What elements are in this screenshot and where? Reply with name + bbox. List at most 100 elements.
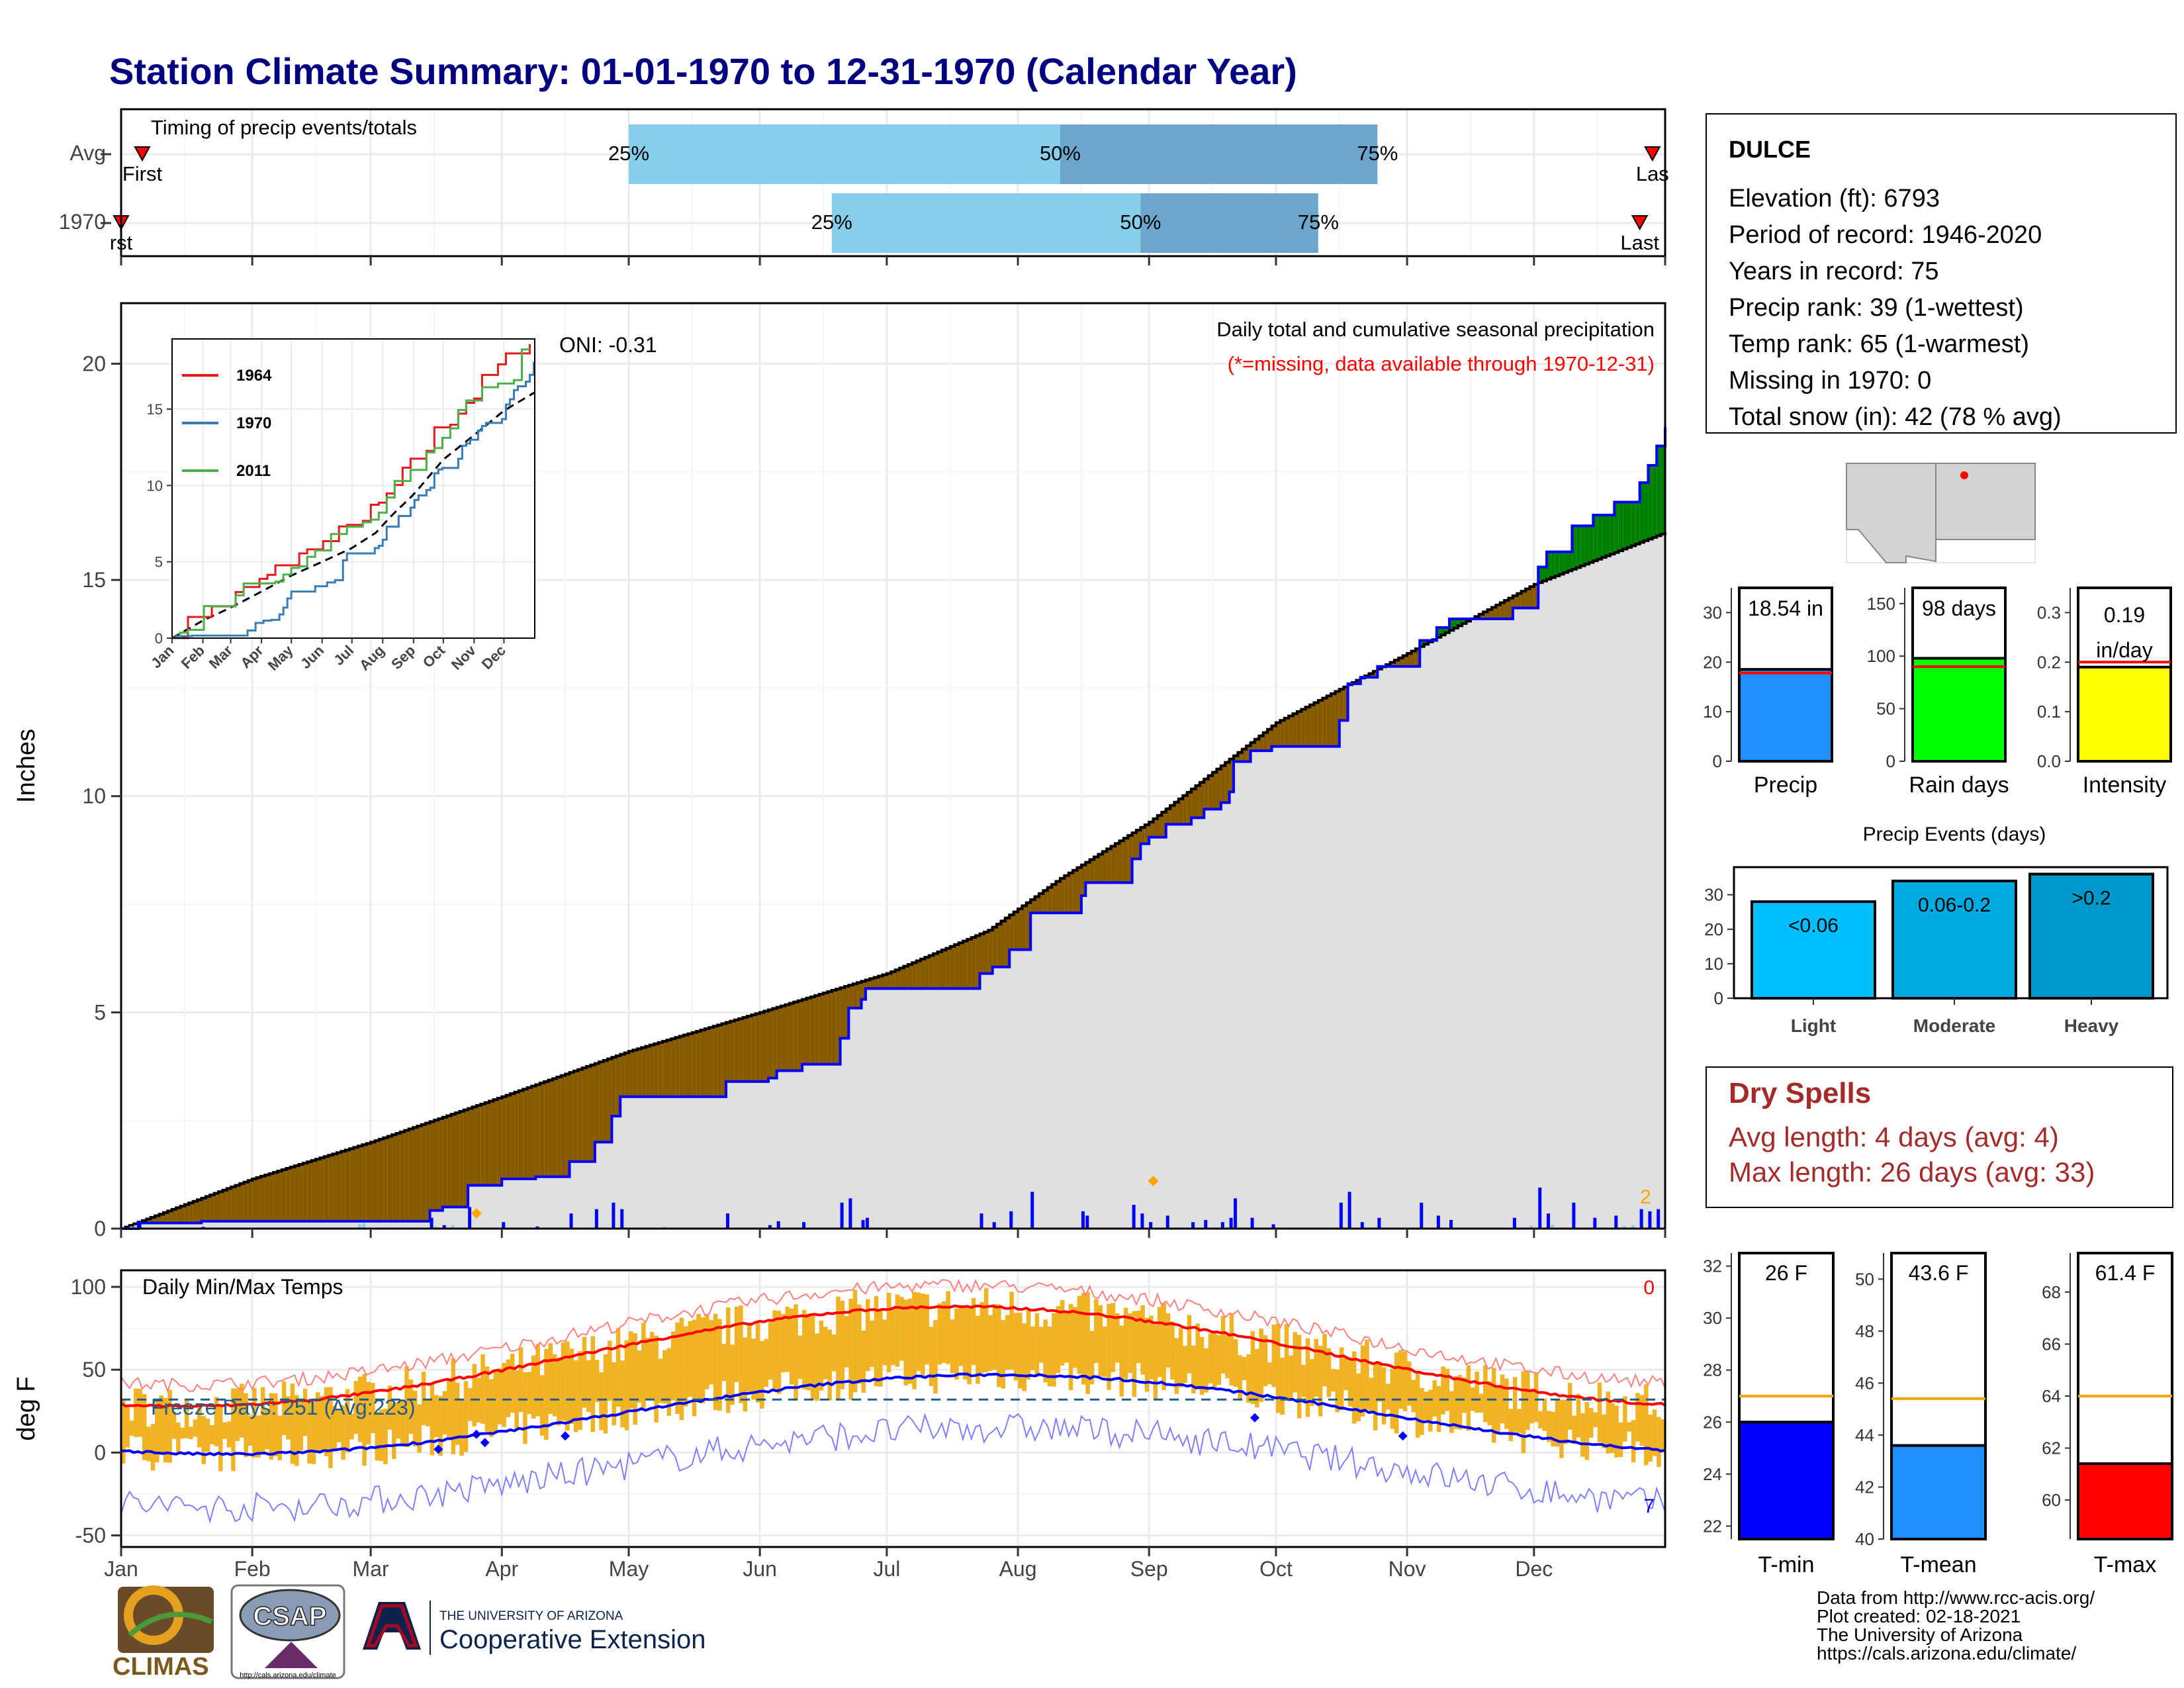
daily-trace-bar (662, 1226, 666, 1229)
daily-temp-bar (1242, 1357, 1247, 1381)
temp-summary-tick-label: 68 (2042, 1282, 2061, 1302)
daily-temp-bar (557, 1358, 561, 1426)
daily-temp-bar (286, 1396, 291, 1440)
daily-temp-bar (1563, 1399, 1569, 1444)
daily-temp-bar (912, 1291, 917, 1389)
above-normal-fill (1618, 502, 1623, 551)
daily-temp-bar (514, 1370, 519, 1430)
timing-pct-label: 50% (1120, 211, 1161, 234)
below-normal-fill (497, 1096, 502, 1186)
daily-temp-bar (1542, 1398, 1547, 1431)
daily-temp-bar (129, 1420, 134, 1436)
below-normal-fill (662, 1040, 667, 1097)
daily-temp-bar (235, 1388, 240, 1441)
below-normal-fill (988, 927, 993, 974)
last-event-label: Las (1636, 162, 1669, 185)
temp-summary-tick-label: 60 (2042, 1490, 2061, 1510)
daily-temp-bar (1073, 1307, 1077, 1368)
below-normal-fill (286, 1167, 291, 1221)
daily-temp-bar (569, 1348, 574, 1424)
daily-temp-bar (679, 1317, 684, 1421)
daily-temp-bar (836, 1296, 841, 1400)
below-normal-fill (950, 945, 955, 989)
daily-temp-bar (950, 1319, 955, 1374)
map-states (1846, 463, 2036, 563)
daily-temp-bar (1318, 1346, 1323, 1417)
daily-temp-bar (518, 1347, 523, 1413)
daily-temp-bar (1022, 1323, 1026, 1391)
daily-precip-bar (1436, 1215, 1440, 1229)
daily-temp-bar (1657, 1417, 1661, 1468)
summary-bar-tick-label: 10 (1703, 702, 1722, 722)
daily-temp-bar (548, 1342, 553, 1414)
precip-panel-frame (120, 302, 1666, 1230)
precip-daily-bars (129, 1176, 1661, 1229)
temp-xtick-label: Aug (999, 1557, 1037, 1581)
below-normal-fill (1216, 765, 1221, 810)
daily-precip-bar (726, 1213, 730, 1229)
below-normal-fill (781, 1004, 786, 1071)
daily-temp-bar (362, 1374, 367, 1466)
temp-summary-tick-label: 46 (1855, 1373, 1874, 1393)
daily-temp-bar (349, 1413, 354, 1440)
dry-spells-max: Max length: 26 days (avg: 33) (1729, 1156, 2095, 1188)
daily-temp-bar (472, 1364, 477, 1427)
temp-ytick-label: 100 (71, 1275, 106, 1299)
daily-temp-bar (357, 1376, 363, 1442)
below-normal-fill (971, 935, 976, 989)
daily-precip-bar (1234, 1198, 1238, 1229)
below-normal-fill (1123, 835, 1128, 883)
below-normal-fill (819, 992, 824, 1064)
below-normal-fill (700, 1029, 705, 1097)
daily-temp-bar (1178, 1328, 1183, 1387)
below-normal-fill (548, 1078, 553, 1177)
below-normal-fill (459, 1109, 464, 1207)
below-normal-fill (721, 1022, 727, 1097)
below-normal-fill (895, 968, 900, 989)
inset-lines (171, 344, 535, 639)
below-normal-fill (256, 1176, 261, 1221)
temp-ylabel: deg F (13, 1376, 40, 1440)
daily-temp-bar (988, 1315, 993, 1372)
daily-temp-bar (662, 1350, 667, 1404)
daily-temp-bar (823, 1327, 828, 1380)
daily-temp-bar (785, 1306, 790, 1372)
below-normal-fill (705, 1027, 709, 1097)
below-normal-fill (235, 1184, 240, 1221)
timing-panel-frame (120, 108, 1666, 258)
below-normal-fill (734, 1018, 739, 1082)
daily-temp-bar (1165, 1313, 1171, 1368)
daily-temp-bar (696, 1314, 701, 1401)
daily-temp-bar (159, 1395, 164, 1454)
ua-logo: THE UNIVERSITY OF ARIZONA Cooperative Ex… (363, 1601, 705, 1655)
below-normal-fill (311, 1159, 316, 1221)
timing-pct-label: 50% (1040, 142, 1081, 165)
daily-temp-bar (451, 1358, 456, 1454)
daily-temp-bar (353, 1381, 359, 1434)
daily-temp-bar (531, 1355, 536, 1419)
below-normal-fill (387, 1135, 392, 1221)
daily-temp-bar (371, 1383, 375, 1433)
daily-temp-bar (1602, 1414, 1606, 1448)
temp-summary-tick-label: 66 (2042, 1334, 2061, 1354)
temp-series (120, 1278, 1666, 1524)
daily-temp-bar (603, 1354, 608, 1434)
temp-summary-tick-label: 64 (2042, 1386, 2061, 1406)
daily-precip-bar (1085, 1215, 1089, 1229)
below-normal-fill (633, 1049, 637, 1097)
below-normal-fill (231, 1185, 236, 1221)
daily-temp-bar (1627, 1422, 1631, 1432)
temperature-summary-bars: 22 24 26 28 30 32 26 F T-min 40 42 44 46 48 50 43.6 F T… (1703, 1252, 2173, 1577)
summary-bar-value (1911, 657, 2007, 763)
events-ytick-label: 0 (1714, 988, 1723, 1008)
temp-yaxis: -50 0 50 100 (71, 1275, 121, 1547)
below-normal-fill (1212, 769, 1217, 810)
daily-precip-bar (1449, 1219, 1453, 1229)
daily-temp-bar (1216, 1335, 1221, 1385)
daily-temp-bar (256, 1415, 261, 1458)
daily-temp-bar (1377, 1362, 1382, 1402)
daily-temp-bar (438, 1396, 443, 1456)
climas-logo-swoosh (128, 1611, 213, 1637)
daily-temp-bar (983, 1288, 989, 1373)
daily-temp-bar (870, 1321, 874, 1368)
